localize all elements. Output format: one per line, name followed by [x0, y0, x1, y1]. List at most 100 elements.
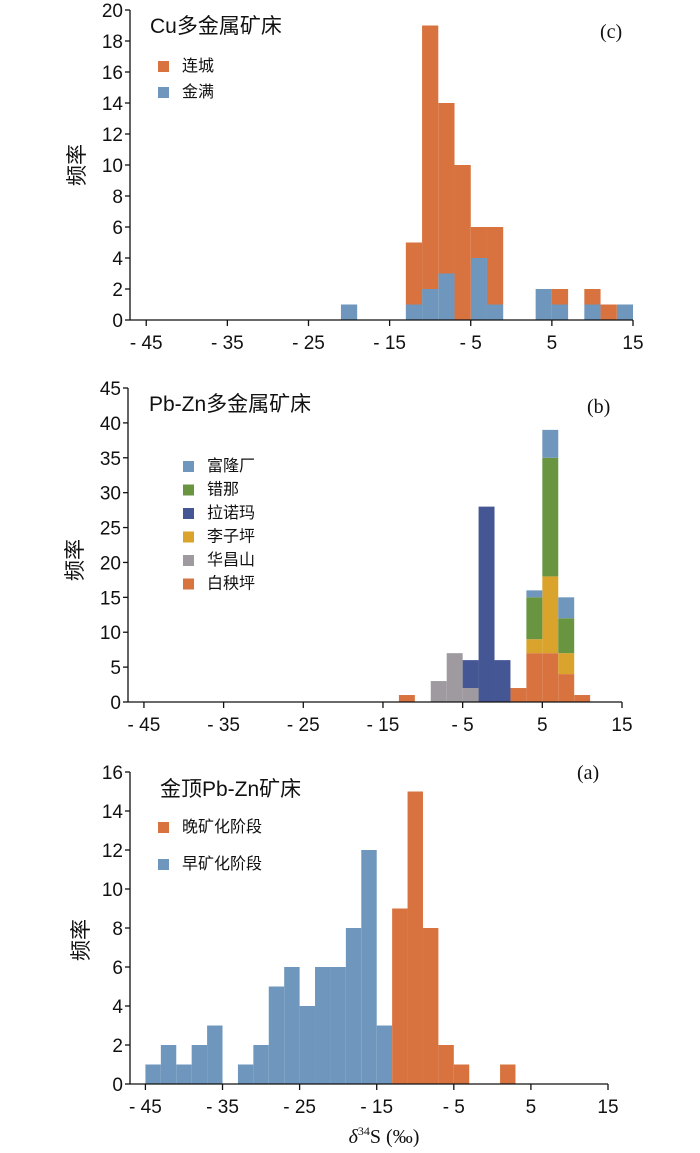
bar-金满 [422, 289, 439, 320]
panel-c-y-label: 频率 [66, 144, 89, 186]
bar-金满 [470, 258, 487, 320]
bar-早矿化阶段 [253, 1045, 269, 1084]
x-tick-label: - 35 [211, 333, 244, 354]
panel-c-label: (c) [600, 21, 622, 43]
panel-b-bars [398, 429, 591, 702]
bar-早矿化阶段 [345, 928, 362, 1084]
y-tick-label: 12 [102, 841, 123, 862]
x-label-rest: S (‰) [370, 1126, 419, 1148]
bar-白秧坪 [542, 653, 559, 702]
legend-label: 连城 [182, 57, 214, 75]
y-tick-label: 18 [102, 32, 123, 53]
bar-金满 [340, 304, 358, 320]
bar-早矿化阶段 [237, 1064, 254, 1084]
x-tick-label: - 25 [283, 1097, 316, 1118]
y-tick-label: 0 [112, 1075, 123, 1096]
bar-拉诺玛 [494, 660, 511, 702]
y-tick-label: 0 [112, 311, 123, 332]
bar-错那 [526, 597, 543, 640]
y-tick-label: 20 [100, 553, 121, 574]
panel-a-y-label: 频率 [70, 919, 93, 961]
bar-金满 [438, 273, 455, 320]
y-tick-label: 16 [102, 763, 123, 784]
bar-金满 [584, 304, 601, 320]
bar-早矿化阶段 [176, 1064, 192, 1084]
bar-金满 [551, 304, 569, 320]
x-tick-label: - 15 [360, 1097, 393, 1118]
bar-早矿化阶段 [284, 967, 300, 1084]
panel-b-x-ticks: - 45 - 35 - 25 - 15 - 5 5 15 [128, 702, 633, 736]
y-tick-label: 8 [112, 187, 123, 208]
y-tick-label: 45 [100, 379, 121, 400]
bar-李子坪 [526, 639, 543, 654]
bar-晚矿化阶段 [500, 1064, 516, 1084]
bar-晚矿化阶段 [438, 1045, 454, 1084]
legend-swatch [158, 822, 169, 833]
x-tick-label: - 25 [287, 715, 320, 736]
bar-连城 [486, 227, 504, 305]
y-tick-label: 30 [100, 484, 121, 505]
bar-连城 [584, 289, 601, 305]
bar-晚矿化阶段 [453, 1064, 470, 1084]
bar-早矿化阶段 [330, 967, 346, 1084]
bar-李子坪 [542, 576, 559, 654]
x-tick-label: - 45 [130, 333, 163, 354]
panel-a-title: 金顶Pb-Zn矿床 [160, 778, 301, 801]
bar-富隆厂 [542, 429, 559, 458]
bar-连城 [470, 227, 487, 258]
x-tick-label: - 35 [206, 1097, 239, 1118]
bar-早矿化阶段 [299, 1006, 316, 1084]
bar-金满 [486, 304, 504, 320]
bar-晚矿化阶段 [422, 928, 439, 1084]
y-tick-label: 12 [102, 125, 123, 146]
x-tick-label: - 25 [292, 333, 325, 354]
x-tick-label: 15 [622, 333, 643, 354]
legend-swatch [183, 508, 194, 519]
panel-a-jinding-histogram: 0 2 4 6 8 10 12 14 16 - 45 - 35 - 25 - 15 - 5 5 15 金顶P… [70, 762, 619, 1148]
bar-拉诺玛 [478, 506, 495, 702]
bar-华昌山 [446, 653, 463, 702]
y-tick-label: 4 [112, 997, 123, 1018]
panel-c-x-ticks: - 45 - 35 - 25 - 15 - 5 5 15 [130, 320, 644, 354]
bar-晚矿化阶段 [407, 791, 423, 1084]
x-tick-label: 5 [537, 715, 548, 736]
panel-b-title: Pb-Zn多金属矿床 [149, 393, 311, 416]
x-tick-label: - 5 [443, 1097, 465, 1118]
x-tick-label: - 45 [128, 715, 161, 736]
bar-拉诺玛 [462, 660, 479, 689]
panel-b-y-label: 频率 [64, 539, 87, 581]
x-tick-label: - 35 [207, 715, 240, 736]
y-tick-label: 8 [112, 919, 123, 940]
legend-label: 晚矿化阶段 [182, 818, 262, 836]
y-tick-label: 0 [110, 693, 121, 714]
bar-早矿化阶段 [361, 850, 377, 1084]
bar-早矿化阶段 [268, 986, 285, 1084]
bar-金满 [616, 304, 633, 320]
x-tick-label: - 45 [129, 1097, 162, 1118]
legend-label: 拉诺玛 [207, 504, 255, 522]
y-tick-label: 4 [112, 249, 123, 270]
x-tick-label: 15 [611, 715, 632, 736]
bar-晚矿化阶段 [392, 908, 408, 1084]
y-tick-label: 2 [112, 280, 123, 301]
panel-b-y-ticks: 0 5 10 15 20 25 30 35 40 45 [100, 379, 128, 714]
x-label-delta: δ [349, 1126, 359, 1148]
bar-富隆厂 [526, 590, 543, 598]
y-tick-label: 40 [100, 414, 121, 435]
panel-a-x-label: δ34S (‰) [349, 1124, 420, 1148]
y-tick-label: 25 [100, 519, 121, 540]
legend-swatch [183, 461, 194, 472]
x-tick-label: - 15 [367, 715, 400, 736]
panel-c-title: Cu多金属矿床 [150, 15, 282, 38]
panel-a-bars [145, 791, 516, 1084]
x-tick-label: - 15 [373, 333, 406, 354]
bar-富隆厂 [558, 597, 575, 619]
y-tick-label: 6 [112, 218, 123, 239]
panel-b-pbzn-histogram: 0 5 10 15 20 25 30 35 40 45 - 45 - 35 - 25 - 15 - 5 5 1… [64, 379, 633, 736]
panel-c-bars [340, 25, 633, 320]
legend-swatch [158, 61, 169, 72]
legend-label: 富隆厂 [207, 457, 255, 475]
